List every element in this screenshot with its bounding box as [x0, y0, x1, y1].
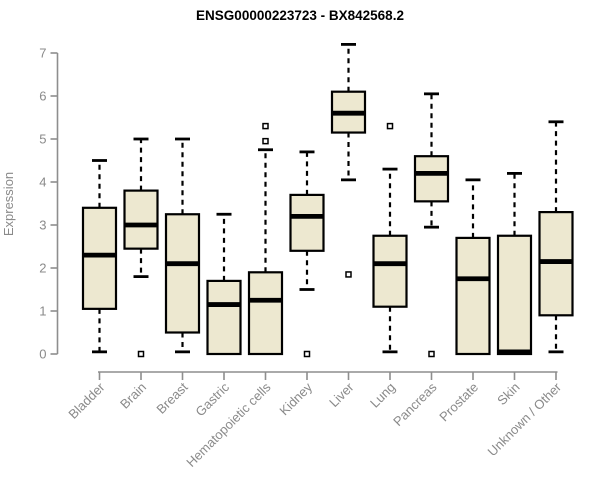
box-group-lung — [372, 122, 408, 354]
box-group-skin — [496, 171, 533, 356]
y-tick-label: 0 — [39, 347, 46, 362]
x-tick-label-breast: Breast — [153, 379, 190, 416]
x-tick-label-pancreas: Pancreas — [390, 379, 440, 429]
x-tick-label-kidney: Kidney — [276, 379, 315, 418]
iqr-box — [372, 234, 408, 308]
box-group-pancreas — [413, 92, 450, 358]
y-axis-title: Expression — [1, 172, 16, 236]
x-tick-label-lung: Lung — [367, 380, 398, 411]
box-group-brain — [123, 137, 159, 358]
y-tick-label: 3 — [39, 218, 46, 233]
box-group-breast — [164, 137, 201, 354]
x-tick-label-prostate: Prostate — [436, 380, 481, 425]
x-tick-label-unknown-other: Unknown / Other — [485, 379, 565, 459]
x-tick-label-bladder: Bladder — [65, 379, 108, 422]
outlier-point — [303, 350, 311, 358]
y-tick-label: 5 — [39, 132, 46, 147]
x-tick-label-brain: Brain — [117, 380, 149, 412]
y-tick-label: 4 — [39, 175, 46, 190]
outlier-point — [262, 122, 269, 130]
outlier-point — [428, 350, 435, 358]
y-tick-label: 2 — [39, 261, 46, 276]
iqr-box — [123, 189, 159, 250]
x-tick-label-gastric: Gastric — [192, 379, 232, 419]
outlier-point — [345, 271, 352, 278]
iqr-box — [413, 155, 450, 203]
x-tick-label-liver: Liver — [326, 379, 357, 410]
y-tick-label: 7 — [39, 46, 46, 61]
x-tick-label-skin: Skin — [494, 380, 522, 408]
iqr-box — [164, 213, 201, 334]
outlier-point — [386, 122, 394, 130]
box-group-kidney — [289, 150, 325, 358]
iqr-box — [206, 279, 242, 356]
box-group-unknown-other — [538, 120, 574, 354]
iqr-box — [289, 193, 325, 252]
iqr-box — [81, 206, 118, 310]
box-group-liver — [330, 43, 367, 278]
iqr-box — [247, 271, 284, 356]
box-group-prostate — [455, 178, 491, 356]
y-axis: 0 1 2 3 4 5 6 7 — [39, 46, 59, 362]
iqr-box — [496, 234, 533, 356]
y-tick-label: 1 — [39, 304, 46, 319]
outlier-point — [137, 350, 145, 358]
y-tick-label: 6 — [39, 89, 46, 104]
box-series — [81, 43, 574, 358]
box-group-gastric — [206, 212, 242, 356]
iqr-box — [455, 236, 491, 356]
box-group-bladder — [81, 159, 118, 354]
outlier-point — [262, 137, 269, 145]
chart-title: ENSG00000223723 - BX842568.2 — [196, 8, 404, 23]
box-group-hematopoietic-cells — [247, 122, 284, 356]
